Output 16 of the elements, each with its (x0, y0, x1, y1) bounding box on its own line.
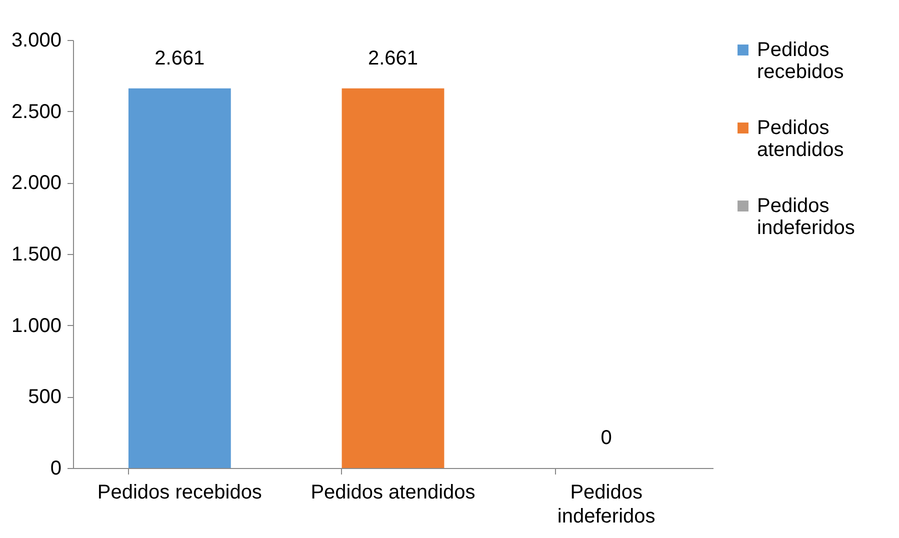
y-tick-label: 1.000 (11, 314, 62, 337)
y-tick-label: 500 (28, 386, 62, 408)
x-tick-label: Pedidos recebidos (97, 482, 262, 504)
data-label: 2.661 (154, 47, 205, 70)
y-tick-label: 3.000 (11, 30, 62, 52)
data-label: 0 (600, 427, 612, 449)
y-tick-label: 1.500 (11, 244, 62, 266)
x-tick-label: Pedidos indeferidos (557, 482, 656, 528)
y-tick-label: 0 (50, 458, 62, 480)
legend-label: Pedidos atendidos (757, 117, 844, 161)
legend-label: Pedidos indeferidos (757, 195, 855, 239)
legend-label: Pedidos recebidos (757, 39, 844, 83)
y-tick-label: 2.000 (11, 172, 62, 194)
x-tick-label: Pedidos atendidos (310, 482, 476, 504)
y-tick-label: 2.500 (11, 100, 62, 123)
data-label: 2.661 (368, 47, 418, 70)
